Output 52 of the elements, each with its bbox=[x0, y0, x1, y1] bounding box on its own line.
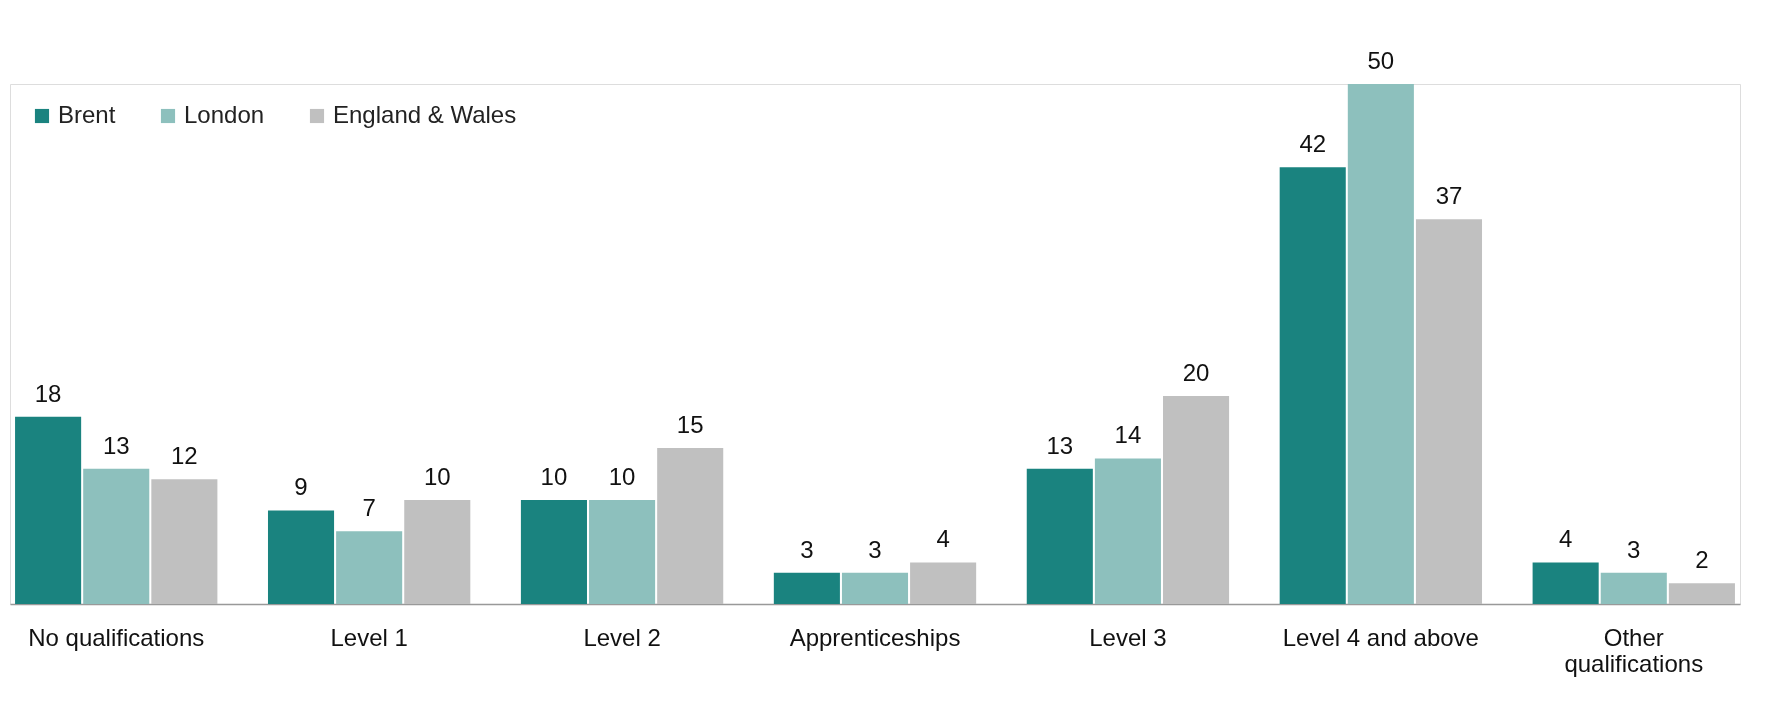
data-label: 10 bbox=[423, 463, 451, 490]
bar bbox=[657, 448, 724, 604]
bar bbox=[841, 572, 909, 604]
bar bbox=[520, 500, 587, 604]
data-label: 12 bbox=[171, 442, 198, 470]
bar bbox=[589, 500, 656, 604]
bar bbox=[910, 562, 977, 604]
bar bbox=[1415, 219, 1483, 604]
data-label: 13 bbox=[102, 431, 130, 459]
data-label: 20 bbox=[1182, 359, 1210, 386]
x-tick-label: Other qualifications bbox=[1564, 623, 1704, 677]
data-label: 42 bbox=[1299, 130, 1327, 158]
bar bbox=[336, 531, 403, 604]
bar bbox=[1279, 167, 1346, 604]
data-label: 4 bbox=[1558, 525, 1573, 553]
x-tick-label: Level 4 and above bbox=[1282, 623, 1479, 651]
bar bbox=[151, 479, 218, 604]
bar bbox=[1026, 468, 1093, 604]
x-tick-label: Apprenticeships bbox=[789, 623, 961, 651]
bar bbox=[404, 500, 471, 604]
legend-label: Brent bbox=[58, 101, 116, 128]
data-label: 3 bbox=[800, 535, 814, 563]
data-label: 50 bbox=[1367, 47, 1395, 74]
bar bbox=[1163, 396, 1230, 604]
data-label: 7 bbox=[362, 494, 376, 522]
data-label: 13 bbox=[1046, 431, 1074, 459]
bar bbox=[773, 572, 840, 604]
data-label: 4 bbox=[936, 525, 950, 553]
data-label: 3 bbox=[1627, 535, 1641, 563]
data-label: 10 bbox=[608, 463, 636, 490]
x-tick-label: Level 3 bbox=[1089, 623, 1167, 651]
x-tick-label: No qualifications bbox=[28, 623, 205, 651]
bar bbox=[1600, 572, 1667, 604]
bar bbox=[267, 510, 335, 604]
data-label: 15 bbox=[676, 411, 704, 438]
data-label: 3 bbox=[868, 535, 882, 563]
data-label: 9 bbox=[294, 473, 308, 501]
bar bbox=[15, 416, 82, 604]
data-label: 37 bbox=[1435, 182, 1463, 210]
bar bbox=[1532, 562, 1599, 604]
legend-label: England & Wales bbox=[333, 101, 517, 128]
bar bbox=[83, 468, 150, 604]
data-label: 10 bbox=[540, 463, 568, 490]
bar bbox=[1668, 583, 1735, 604]
bar bbox=[1347, 84, 1414, 604]
x-tick-label: Level 2 bbox=[583, 623, 661, 651]
data-label: 14 bbox=[1114, 421, 1142, 449]
x-tick-label: Level 1 bbox=[330, 623, 408, 651]
data-label: 18 bbox=[34, 379, 62, 407]
legend-label: London bbox=[184, 101, 265, 128]
bar bbox=[1094, 458, 1161, 604]
data-label: 2 bbox=[1695, 546, 1709, 574]
